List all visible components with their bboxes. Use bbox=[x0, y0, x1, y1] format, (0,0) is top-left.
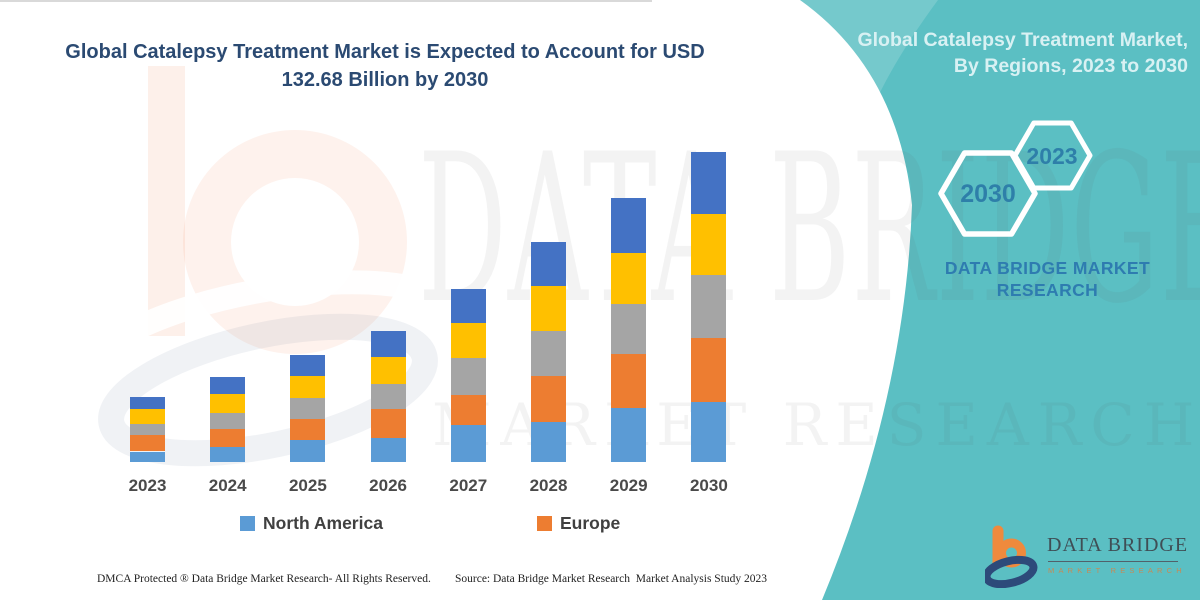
bar-segment bbox=[210, 412, 246, 430]
bar-segment bbox=[691, 213, 727, 276]
logo-divider bbox=[1048, 561, 1178, 562]
bar-segment bbox=[450, 394, 486, 426]
legend-swatch-europe-icon bbox=[537, 516, 552, 531]
bar-segment bbox=[611, 252, 647, 304]
source-note: Source: Data Bridge Market Research Mark… bbox=[455, 573, 768, 585]
bar-segment bbox=[531, 422, 566, 462]
bar-segment bbox=[611, 198, 647, 253]
bar-segment bbox=[370, 409, 406, 439]
page-title-line2: 132.68 Billion by 2030 bbox=[281, 69, 489, 91]
bar-segment bbox=[210, 429, 246, 448]
data-bridge-logo: DATA BRIDGE MARKET RESEARCH bbox=[985, 524, 1195, 594]
x-axis-label: 2025 bbox=[288, 476, 327, 495]
brand-name-text: DATA BRIDGE MARKET RESEARCH bbox=[930, 257, 1165, 301]
bar-segment bbox=[611, 304, 647, 355]
x-axis-label: 2029 bbox=[609, 476, 648, 495]
bar-segment bbox=[130, 435, 165, 452]
legend-item-north-america: North America bbox=[240, 513, 383, 534]
bar-segment bbox=[691, 338, 727, 402]
x-axis-label: 2023 bbox=[128, 476, 167, 495]
bar-segment bbox=[531, 285, 566, 332]
hexagon-2023-icon bbox=[1012, 120, 1093, 191]
bar-segment bbox=[531, 376, 566, 423]
bar-segment bbox=[130, 451, 165, 462]
side-panel-heading-line1: Global Catalepsy Treatment Market, bbox=[857, 29, 1188, 51]
side-panel-heading: Global Catalepsy Treatment Market, By Re… bbox=[820, 27, 1188, 79]
x-axis-label: 2028 bbox=[529, 476, 568, 495]
bar-segment bbox=[611, 354, 647, 409]
bar-segment bbox=[290, 439, 326, 462]
bar-segment bbox=[290, 398, 326, 419]
side-panel-accent bbox=[796, 0, 938, 148]
bar-segment bbox=[370, 384, 406, 410]
page-title-line1: Global Catalepsy Treatment Market is Exp… bbox=[65, 41, 705, 63]
bar-segment bbox=[531, 242, 566, 286]
year-hexagons: 2030 2023 bbox=[938, 120, 1093, 237]
page-title: Global Catalepsy Treatment Market is Exp… bbox=[60, 38, 710, 94]
bar-segment bbox=[691, 151, 727, 214]
x-axis-label: 2027 bbox=[449, 476, 488, 495]
hexagon-2030-label: 2030 bbox=[960, 180, 1016, 208]
brand-name-line2: RESEARCH bbox=[996, 280, 1099, 300]
bar-segment bbox=[290, 419, 326, 440]
bar-segment bbox=[130, 409, 165, 425]
bar-segment bbox=[290, 355, 326, 376]
bar-segment bbox=[450, 289, 486, 323]
bar-segment bbox=[450, 425, 486, 462]
hexagon-2030-icon bbox=[938, 150, 1038, 237]
x-axis-label: 2030 bbox=[689, 476, 728, 495]
logo-tagline-text: MARKET RESEARCH bbox=[1048, 566, 1186, 575]
bar-segment bbox=[130, 397, 165, 409]
logo-name-text: DATA BRIDGE bbox=[1047, 534, 1189, 556]
bar-segment bbox=[290, 376, 326, 398]
bar-segment bbox=[370, 438, 406, 462]
legend-label-north-america: North America bbox=[263, 513, 383, 533]
bar-segment bbox=[210, 376, 246, 394]
bar-segment bbox=[450, 322, 486, 359]
bar-segment bbox=[691, 401, 727, 462]
bar-segment bbox=[370, 330, 406, 357]
side-panel-heading-line2: By Regions, 2023 to 2030 bbox=[953, 55, 1188, 77]
dmca-notice: DMCA Protected ® Data Bridge Market Rese… bbox=[97, 573, 431, 585]
hexagon-2023-label: 2023 bbox=[1026, 143, 1077, 169]
bar-segment bbox=[210, 447, 246, 462]
bar-segment bbox=[130, 424, 165, 436]
x-axis-line bbox=[0, 0, 652, 2]
legend-swatch-north-america-icon bbox=[240, 516, 255, 531]
bar-segment bbox=[370, 356, 406, 385]
bar-segment bbox=[611, 408, 647, 462]
brand-name-line1: DATA BRIDGE MARKET bbox=[944, 258, 1151, 278]
bar-segment bbox=[691, 275, 727, 339]
x-axis-label: 2026 bbox=[369, 476, 407, 495]
bar-segment bbox=[450, 358, 486, 395]
legend-item-europe: Europe bbox=[537, 513, 620, 534]
bar-segment bbox=[210, 393, 246, 413]
bar-segment bbox=[531, 331, 566, 377]
side-panel-background bbox=[800, 0, 1200, 600]
data-bridge-logo-icon bbox=[985, 525, 1038, 588]
legend-label-europe: Europe bbox=[560, 513, 621, 533]
x-axis-label: 2024 bbox=[208, 476, 247, 495]
